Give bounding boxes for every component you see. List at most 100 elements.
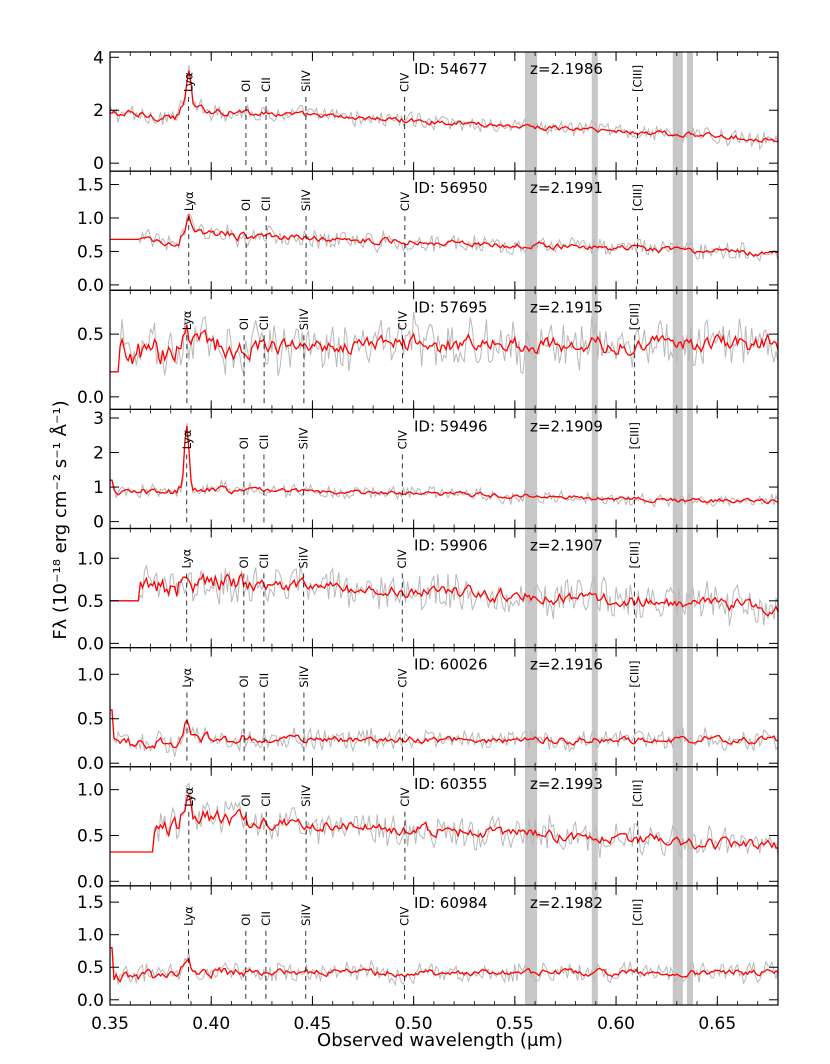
emission-line-label: [CIII]	[630, 899, 644, 926]
emission-line-label: OI	[237, 318, 251, 330]
redshift-label: z=2.1986	[530, 60, 603, 78]
sky-band	[591, 528, 598, 648]
object-id-label: ID: 54677	[414, 60, 488, 78]
sky-band	[672, 647, 683, 767]
emission-line-label: [CIII]	[628, 303, 642, 330]
y-tick-label: 1.0	[77, 781, 104, 801]
raw-spectrum-line	[110, 709, 778, 757]
y-tick-label: 2	[93, 444, 104, 464]
y-tick-label: 0.5	[77, 242, 104, 262]
spectrum-panel: Lyα OI CII SiIV CIV [CIII] ID: 59496 z=2.1909 0 1…	[93, 408, 779, 533]
panels-group: Lyα OI CII SiIV CIV [CIII] ID: 54677 z=2.1986 0 2…	[77, 48, 779, 1011]
emission-line-label: Lyα	[180, 548, 194, 568]
sky-band	[591, 885, 598, 1005]
sky-band	[591, 290, 598, 410]
sky-band	[591, 766, 598, 886]
y-tick-label: 0	[93, 513, 104, 533]
raw-spectrum-line	[110, 212, 778, 263]
emission-line-label: [CIII]	[627, 422, 641, 449]
sky-band	[524, 766, 538, 886]
sky-band	[686, 409, 693, 529]
raw-spectrum-line	[110, 64, 778, 151]
emission-line-label: CII	[259, 77, 273, 92]
redshift-label: z=2.1982	[530, 894, 603, 912]
emission-line-label: Lyα	[182, 191, 196, 211]
emission-line-label: OI	[239, 199, 253, 211]
y-tick-label: 0.0	[77, 634, 104, 654]
sky-band	[672, 171, 683, 291]
x-tick-label: 0.50	[395, 1014, 433, 1034]
x-tick-label: 0.55	[496, 1014, 534, 1034]
spectrum-data	[110, 563, 778, 627]
object-id-label: ID: 60984	[414, 894, 488, 912]
y-axis-title: Fλ (10⁻¹⁸ erg cm⁻² s⁻¹ Å⁻¹)	[49, 400, 71, 639]
x-tick-label: 0.45	[293, 1014, 331, 1034]
emission-line-label: SiIV	[297, 308, 311, 330]
smoothed-spectrum-line	[110, 324, 778, 373]
emission-line-label: CIV	[395, 311, 409, 330]
object-id-label: ID: 59496	[414, 417, 488, 435]
emission-line-label: [CIII]	[628, 660, 642, 687]
redshift-label: z=2.1915	[530, 298, 603, 316]
emission-line-label: [CIII]	[631, 780, 645, 807]
emission-line-label: SiIV	[299, 189, 313, 211]
sky-band	[686, 885, 693, 1005]
sky-band	[591, 52, 598, 172]
redshift-label: z=2.1993	[530, 775, 603, 793]
object-id-label: ID: 57695	[414, 298, 488, 316]
x-axis-title: Observed wavelength (μm)	[317, 1030, 563, 1051]
emission-line-label: CII	[259, 196, 273, 211]
emission-line-label: OI	[239, 80, 253, 92]
emission-line-label: [CIII]	[630, 65, 644, 92]
emission-line-label: Lyα	[182, 72, 196, 92]
spectrum-panel: Lyα OI CII SiIV CIV [CIII] ID: 56950 z=2.1991 0.…	[77, 170, 779, 296]
emission-line-label: CIV	[398, 787, 412, 806]
emission-line-label: OI	[237, 556, 251, 568]
smoothed-spectrum-line	[110, 709, 778, 750]
y-tick-label: 1.5	[77, 176, 104, 196]
smoothed-spectrum-line	[110, 70, 778, 143]
sky-band	[591, 647, 598, 767]
y-tick-label: 0.0	[77, 276, 104, 296]
emission-line-label: CIV	[398, 906, 412, 925]
redshift-label: z=2.1909	[530, 417, 603, 435]
sky-band	[686, 52, 693, 172]
spectrum-data	[110, 423, 778, 508]
x-tick-label: 0.65	[698, 1014, 736, 1034]
spectrum-panel: Lyα OI CII SiIV CIV [CIII] ID: 59906 z=2.1907 0.…	[77, 527, 779, 654]
emission-line-label: CII	[257, 315, 271, 330]
emission-line-label: CIV	[395, 549, 409, 568]
smoothed-spectrum-line	[110, 425, 778, 505]
y-tick-label: 1.0	[77, 926, 104, 946]
sky-band	[524, 290, 538, 410]
emission-line-label: CIV	[396, 668, 410, 687]
raw-spectrum-line	[110, 563, 778, 627]
y-tick-label: 3	[93, 409, 104, 429]
emission-line-label: SiIV	[297, 666, 311, 688]
sky-band	[686, 528, 693, 648]
sky-band	[672, 409, 683, 529]
y-tick-label: 2	[93, 101, 104, 121]
x-tick-label: 0.35	[91, 1014, 129, 1034]
spectrum-panel: Lyα OI CII SiIV CIV [CIII] ID: 60026 z=2.1916 0.…	[77, 647, 779, 774]
sky-band	[524, 52, 538, 172]
sky-band	[672, 528, 683, 648]
y-tick-label: 0.0	[77, 872, 104, 892]
emission-line-label: OI	[239, 913, 253, 925]
redshift-label: z=2.1907	[530, 537, 603, 555]
y-tick-label: 0.5	[77, 826, 104, 846]
object-id-label: ID: 60026	[414, 656, 488, 674]
spectrum-data	[110, 312, 778, 376]
y-tick-label: 0.5	[77, 325, 104, 345]
emission-line-label: SiIV	[299, 904, 313, 926]
emission-line-label: Lyα	[182, 906, 196, 926]
sky-band	[686, 766, 693, 886]
x-tick-label: 0.60	[597, 1014, 635, 1034]
y-tick-label: 4	[93, 48, 104, 68]
y-tick-label: 0.5	[77, 958, 104, 978]
raw-spectrum-line	[110, 312, 778, 376]
y-tick-label: 1.0	[77, 209, 104, 229]
emission-line-label: CII	[259, 911, 273, 926]
